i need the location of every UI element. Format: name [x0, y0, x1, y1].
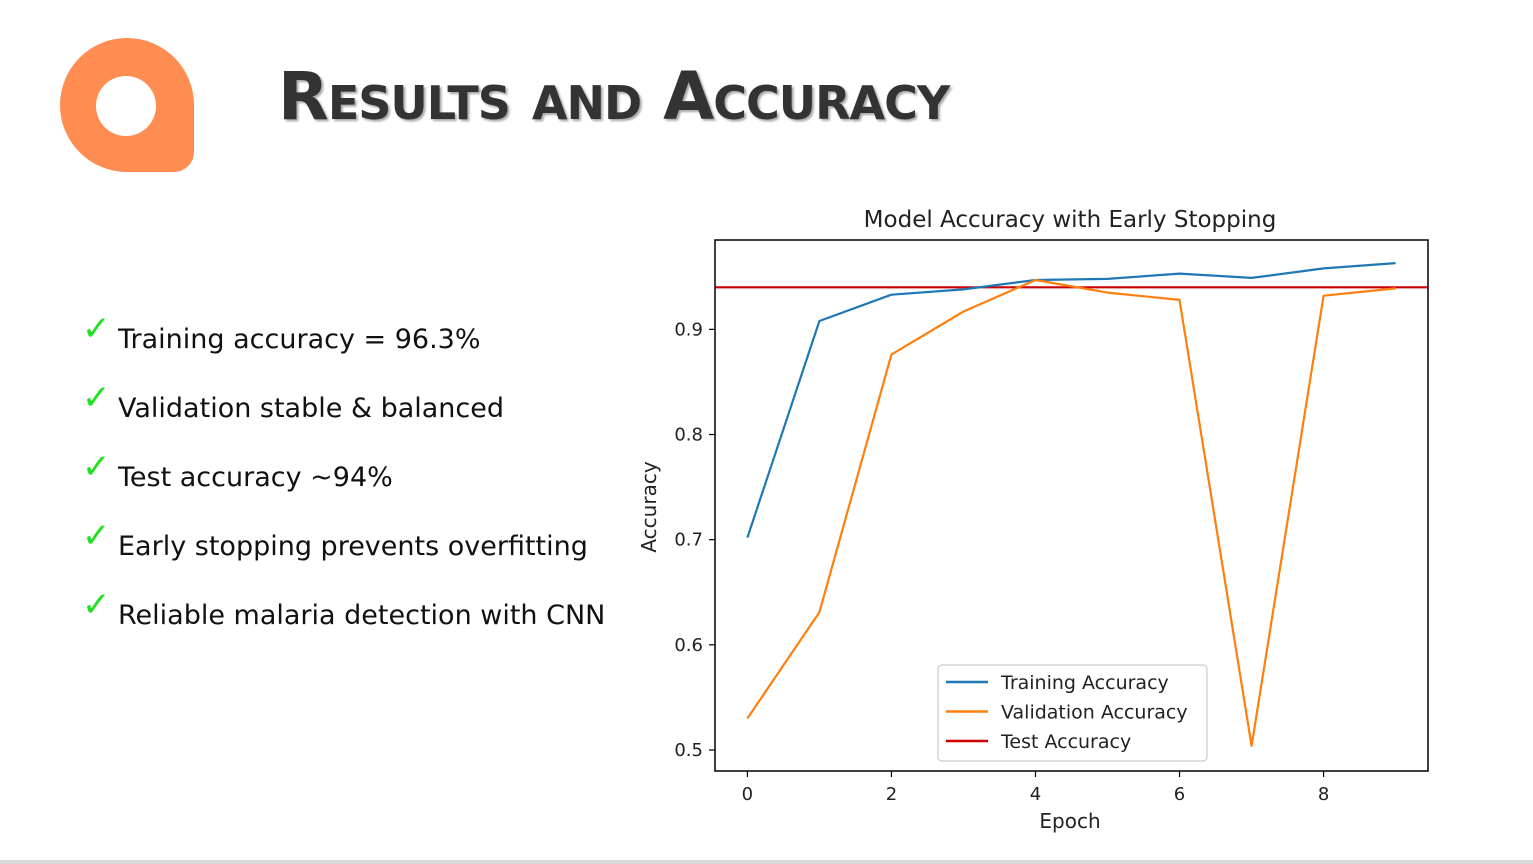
- letter-a-logo-icon: [60, 38, 194, 172]
- accuracy-chart: Model Accuracy with Early Stopping Epoch…: [637, 207, 1429, 833]
- bullet-text: Early stopping prevents overfitting: [118, 531, 588, 562]
- checkmark-icon: ✓: [82, 309, 111, 349]
- legend-box: [937, 664, 1208, 762]
- list-item: ✓ Validation stable & balanced: [82, 381, 504, 456]
- plot-frame: [714, 239, 1429, 772]
- list-item: ✓ Training accuracy = 96.3%: [82, 312, 481, 387]
- validation-accuracy-line: [746, 278, 1396, 747]
- chart-marks: 0 2 4 6 8 0.5 0.6 0.7 0.8 0.9: [674, 262, 1428, 805]
- bullet-list: ✓ Training accuracy = 96.3% ✓ Validation…: [82, 312, 605, 663]
- page-title: Results and Accuracy: [278, 58, 950, 135]
- checkmark-icon: ✓: [82, 378, 111, 418]
- y-tick-label: 0.9: [674, 319, 703, 340]
- legend-label: Training Accuracy: [1000, 672, 1169, 694]
- x-tick-label: 2: [886, 784, 897, 805]
- list-item: ✓ Early stopping prevents overfitting: [82, 519, 588, 594]
- bullet-text: Training accuracy = 96.3%: [118, 324, 481, 355]
- x-tick-label: 4: [1030, 784, 1041, 805]
- chart-title: Model Accuracy with Early Stopping: [864, 207, 1277, 233]
- y-axis-label: Accuracy: [637, 461, 661, 552]
- bullet-text: Test accuracy ~94%: [118, 462, 393, 493]
- x-tick-label: 8: [1318, 784, 1329, 805]
- checkmark-icon: ✓: [82, 447, 111, 487]
- y-tick-label: 0.8: [674, 425, 703, 446]
- training-accuracy-line: [746, 262, 1396, 538]
- bullet-text: Reliable malaria detection with CNN: [118, 600, 606, 631]
- y-tick-label: 0.6: [674, 635, 703, 656]
- bullet-text: Validation stable & balanced: [118, 393, 505, 424]
- chart-legend: Training Accuracy Validation Accuracy Test…: [937, 664, 1208, 762]
- x-tick-label: 6: [1174, 784, 1185, 805]
- list-item: ✓ Reliable malaria detection with CNN: [82, 588, 605, 663]
- checkmark-icon: ✓: [82, 585, 111, 625]
- legend-label: Validation Accuracy: [1001, 702, 1188, 724]
- list-item: ✓ Test accuracy ~94%: [82, 450, 393, 525]
- y-tick-label: 0.7: [674, 530, 703, 551]
- x-axis-label: Epoch: [1039, 809, 1100, 833]
- footer-divider: [0, 860, 1533, 864]
- checkmark-icon: ✓: [82, 516, 111, 556]
- x-tick-label: 0: [742, 784, 753, 805]
- legend-label: Test Accuracy: [1000, 731, 1131, 753]
- y-tick-label: 0.5: [674, 740, 703, 761]
